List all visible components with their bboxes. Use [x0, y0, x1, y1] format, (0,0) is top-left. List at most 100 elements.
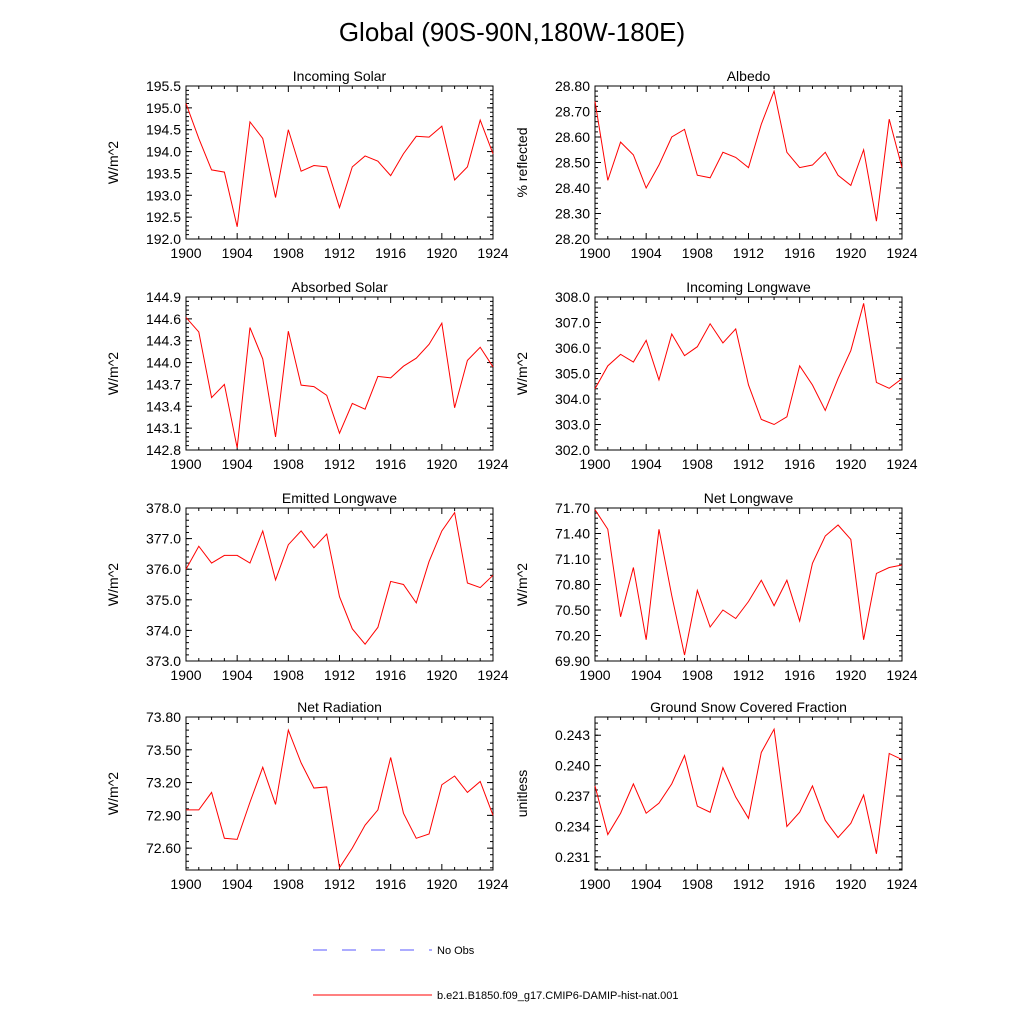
x-tick-label: 1916	[784, 667, 815, 683]
y-tick-label: 373.0	[146, 653, 181, 669]
x-tick-label: 1920	[835, 245, 866, 261]
plot-frame	[594, 85, 903, 240]
y-axis-label: W/m^2	[105, 141, 121, 184]
x-tick-label: 1916	[784, 456, 815, 472]
chart-panel-7: Net Radiation W/m^2 1900 1904 1908 1912 1916 19…	[105, 699, 509, 892]
y-tick-label: 144.9	[146, 289, 181, 305]
chart-panel-6: Net Longwave W/m^2 1900 1904 1908 1912 1916 192…	[514, 490, 918, 683]
x-tick-label: 1904	[222, 245, 253, 261]
panel-title: Albedo	[727, 68, 771, 84]
y-tick-label: 303.0	[555, 417, 590, 433]
plot-frame	[594, 716, 903, 871]
x-tick-label: 1916	[375, 876, 406, 892]
x-tick-label: 1912	[733, 456, 764, 472]
plot-frame	[594, 296, 903, 451]
legend: No Obs b.e21.B1850.f09_g17.CMIP6-DAMIP-hi…	[313, 945, 679, 1002]
panels-group: Incoming Solar W/m^2 1900 1904 1908 1912 1916 1…	[105, 68, 918, 892]
x-tick-label: 1900	[579, 876, 610, 892]
y-axis-label: unitless	[514, 770, 530, 817]
y-tick-label: 71.70	[555, 500, 590, 516]
y-tick-label: 28.40	[555, 180, 590, 196]
x-tick-label: 1920	[426, 876, 457, 892]
chart-panel-5: Emitted Longwave W/m^2 1900 1904 1908 1912 191…	[105, 490, 509, 683]
y-tick-label: 308.0	[555, 289, 590, 305]
x-tick-label: 1924	[886, 876, 917, 892]
x-tick-label: 1904	[222, 667, 253, 683]
plot-frame	[594, 507, 903, 662]
y-tick-label: 72.60	[146, 840, 181, 856]
x-tick-label: 1900	[170, 876, 201, 892]
x-tick-label: 1908	[273, 456, 304, 472]
x-tick-label: 1920	[426, 245, 457, 261]
y-tick-label: 376.0	[146, 561, 181, 577]
panel-title: Incoming Longwave	[686, 279, 811, 295]
panel-title: Incoming Solar	[293, 68, 387, 84]
x-tick-label: 1908	[682, 245, 713, 261]
x-tick-label: 1908	[682, 667, 713, 683]
series-line	[185, 103, 494, 227]
y-axis-label: W/m^2	[105, 772, 121, 815]
x-tick-label: 1912	[733, 876, 764, 892]
x-tick-label: 1916	[375, 667, 406, 683]
panel-title: Emitted Longwave	[282, 490, 397, 506]
y-tick-label: 375.0	[146, 592, 181, 608]
chart-panel-3: Absorbed Solar W/m^2 1900 1904 1908 1912 1916 1…	[105, 279, 509, 472]
x-tick-label: 1904	[631, 245, 662, 261]
y-tick-label: 377.0	[146, 531, 181, 547]
y-tick-label: 193.5	[146, 165, 181, 181]
y-tick-label: 192.5	[146, 209, 181, 225]
y-tick-label: 0.231	[555, 849, 590, 865]
series-line	[594, 303, 903, 426]
y-tick-label: 143.4	[146, 398, 181, 414]
x-tick-label: 1924	[886, 245, 917, 261]
x-tick-label: 1908	[273, 245, 304, 261]
x-tick-label: 1900	[579, 667, 610, 683]
panel-title: Ground Snow Covered Fraction	[650, 699, 847, 715]
panel-title: Absorbed Solar	[291, 279, 388, 295]
x-tick-label: 1924	[886, 456, 917, 472]
y-tick-label: 305.0	[555, 366, 590, 382]
y-axis-label: W/m^2	[105, 563, 121, 606]
series-line	[594, 89, 903, 222]
y-tick-label: 143.7	[146, 376, 181, 392]
x-tick-label: 1908	[273, 876, 304, 892]
y-tick-label: 306.0	[555, 340, 590, 356]
x-tick-label: 1900	[170, 667, 201, 683]
y-tick-label: 193.0	[146, 187, 181, 203]
y-tick-label: 71.10	[555, 551, 590, 567]
x-tick-label: 1904	[222, 876, 253, 892]
chart-panel-2: Albedo % reflected 1900 1904 1908 1912 1916 192…	[514, 68, 918, 261]
plot-frame	[185, 507, 494, 662]
series-line	[185, 317, 494, 448]
x-tick-label: 1904	[631, 667, 662, 683]
y-tick-label: 144.0	[146, 355, 181, 371]
y-tick-label: 302.0	[555, 442, 590, 458]
x-tick-label: 1916	[784, 876, 815, 892]
x-tick-label: 1900	[579, 456, 610, 472]
legend-label-2: b.e21.B1850.f09_g17.CMIP6-DAMIP-hist-nat…	[437, 990, 679, 1002]
x-tick-label: 1924	[886, 667, 917, 683]
y-tick-label: 28.60	[555, 129, 590, 145]
series-line	[594, 509, 903, 656]
x-tick-label: 1908	[273, 667, 304, 683]
y-tick-label: 307.0	[555, 315, 590, 331]
x-tick-label: 1908	[682, 876, 713, 892]
x-tick-label: 1916	[375, 245, 406, 261]
series-line	[185, 511, 494, 645]
y-tick-label: 73.50	[146, 742, 181, 758]
x-tick-label: 1912	[324, 876, 355, 892]
y-tick-label: 70.80	[555, 577, 590, 593]
y-axis-label: W/m^2	[514, 352, 530, 395]
x-tick-label: 1912	[324, 245, 355, 261]
x-tick-label: 1916	[784, 245, 815, 261]
y-tick-label: 28.70	[555, 104, 590, 120]
x-tick-label: 1908	[682, 456, 713, 472]
x-tick-label: 1900	[579, 245, 610, 261]
chart-panel-4: Incoming Longwave W/m^2 1900 1904 1908 1912 19…	[514, 279, 918, 472]
y-tick-label: 378.0	[146, 500, 181, 516]
x-tick-label: 1924	[477, 245, 508, 261]
x-tick-label: 1912	[733, 667, 764, 683]
x-tick-label: 1912	[324, 456, 355, 472]
y-tick-label: 0.234	[555, 818, 590, 834]
